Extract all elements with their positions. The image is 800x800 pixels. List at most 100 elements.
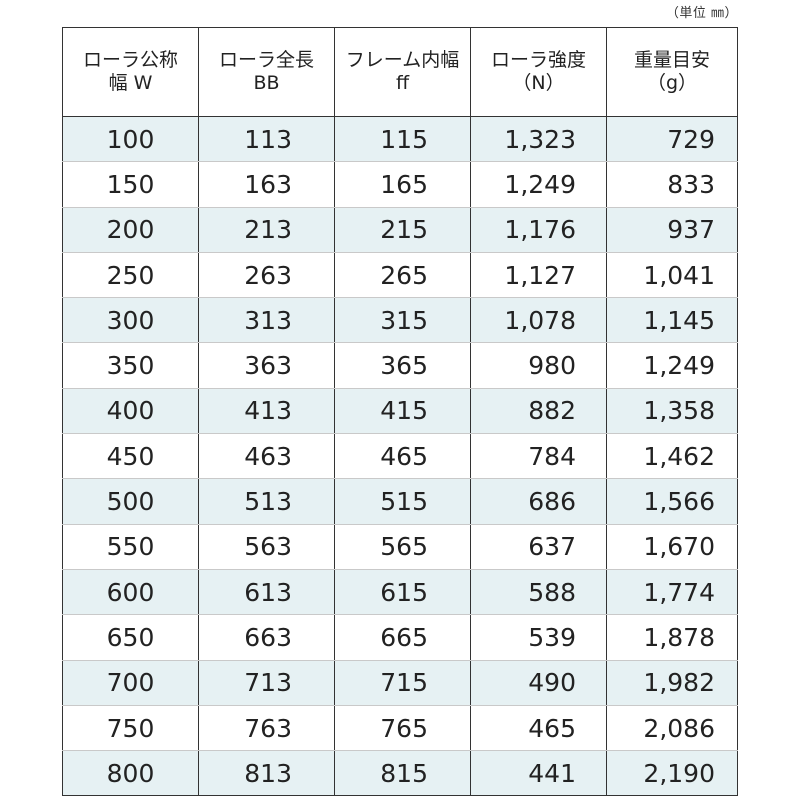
weight-cell: 1,566 (606, 478, 738, 525)
table-row: 700 713 715 490 1,982 (62, 660, 738, 706)
table-row: 200 213 215 1,176 937 (62, 207, 738, 253)
roller-strength-cell: 980 (470, 342, 607, 389)
weight-cell: 1,358 (606, 388, 738, 435)
frame-inner-width-cell: 465 (334, 433, 471, 480)
weight-cell: 937 (606, 207, 738, 253)
header-weight: 重量目安 （g） (606, 27, 738, 117)
frame-inner-width-cell: 115 (334, 116, 471, 163)
table-row: 100 113 115 1,323 729 (62, 116, 738, 163)
weight-cell: 1,878 (606, 614, 738, 661)
weight-cell: 1,145 (606, 297, 738, 344)
roller-strength-cell: 490 (470, 660, 607, 706)
roller-length-cell: 163 (198, 161, 335, 208)
roller-strength-cell: 784 (470, 433, 607, 480)
roller-length-cell: 563 (198, 524, 335, 570)
header-roller-strength-line1: ローラ強度 (490, 49, 586, 71)
table-row: 350 363 365 980 1,249 (62, 342, 738, 389)
roller-length-cell: 663 (198, 614, 335, 661)
frame-inner-width-cell: 815 (334, 750, 471, 796)
nominal-width-cell: 600 (62, 569, 199, 616)
roller-strength-cell: 465 (470, 705, 607, 752)
header-nominal-width: ローラ公称 幅 W (62, 27, 199, 117)
frame-inner-width-cell: 665 (334, 614, 471, 661)
frame-inner-width-cell: 365 (334, 342, 471, 389)
table-row: 250 263 265 1,127 1,041 (62, 252, 738, 299)
weight-cell: 2,086 (606, 705, 738, 752)
roller-length-cell: 813 (198, 750, 335, 796)
unit-note: （単位 ㎜） (665, 6, 738, 21)
header-row: ローラ公称 幅 W ローラ全長 BB フレーム内幅 ff ローラ強度 （N） 重… (62, 27, 738, 117)
roller-strength-cell: 1,249 (470, 161, 607, 208)
nominal-width-cell: 300 (62, 297, 199, 344)
nominal-width-cell: 450 (62, 433, 199, 480)
frame-inner-width-cell: 415 (334, 388, 471, 435)
table-row: 450 463 465 784 1,462 (62, 433, 738, 480)
table-row: 150 163 165 1,249 833 (62, 161, 738, 208)
roller-strength-cell: 686 (470, 478, 607, 525)
weight-cell: 833 (606, 161, 738, 208)
roller-length-cell: 763 (198, 705, 335, 752)
roller-length-cell: 363 (198, 342, 335, 389)
header-roller-strength-line2: （N） (512, 72, 565, 94)
nominal-width-cell: 650 (62, 614, 199, 661)
roller-spec-table: ローラ公称 幅 W ローラ全長 BB フレーム内幅 ff ローラ強度 （N） 重… (62, 27, 738, 797)
frame-inner-width-cell: 615 (334, 569, 471, 616)
weight-cell: 729 (606, 116, 738, 163)
frame-inner-width-cell: 315 (334, 297, 471, 344)
table-row: 750 763 765 465 2,086 (62, 705, 738, 752)
frame-inner-width-cell: 515 (334, 478, 471, 525)
header-roller-length-line2: BB (253, 72, 280, 94)
roller-strength-cell: 1,127 (470, 252, 607, 299)
header-roller-strength: ローラ強度 （N） (470, 27, 607, 117)
roller-length-cell: 113 (198, 116, 335, 163)
table-row: 400 413 415 882 1,358 (62, 388, 738, 435)
header-weight-line1: 重量目安 (633, 49, 710, 71)
roller-strength-cell: 539 (470, 614, 607, 661)
header-weight-line2: （g） (646, 72, 698, 94)
header-frame-inner-width: フレーム内幅 ff (334, 27, 471, 117)
roller-strength-cell: 637 (470, 524, 607, 570)
nominal-width-cell: 500 (62, 478, 199, 525)
roller-strength-cell: 1,078 (470, 297, 607, 344)
table-row: 550 563 565 637 1,670 (62, 524, 738, 570)
nominal-width-cell: 100 (62, 116, 199, 163)
table-row: 500 513 515 686 1,566 (62, 478, 738, 525)
nominal-width-cell: 750 (62, 705, 199, 752)
table-row: 600 613 615 588 1,774 (62, 569, 738, 616)
table-row: 650 663 665 539 1,878 (62, 614, 738, 661)
header-roller-length: ローラ全長 BB (198, 27, 335, 117)
roller-strength-cell: 588 (470, 569, 607, 616)
weight-cell: 1,982 (606, 660, 738, 706)
header-roller-length-line1: ローラ全長 (218, 49, 314, 71)
roller-length-cell: 513 (198, 478, 335, 525)
nominal-width-cell: 350 (62, 342, 199, 389)
header-nominal-width-line2: 幅 W (108, 72, 153, 94)
weight-cell: 1,774 (606, 569, 738, 616)
table-row: 300 313 315 1,078 1,145 (62, 297, 738, 344)
nominal-width-cell: 250 (62, 252, 199, 299)
header-nominal-width-line1: ローラ公称 (82, 49, 178, 71)
frame-inner-width-cell: 265 (334, 252, 471, 299)
roller-strength-cell: 441 (470, 750, 607, 796)
weight-cell: 1,462 (606, 433, 738, 480)
frame-inner-width-cell: 215 (334, 207, 471, 253)
frame-inner-width-cell: 765 (334, 705, 471, 752)
header-frame-inner-width-line2: ff (395, 72, 410, 94)
nominal-width-cell: 800 (62, 750, 199, 796)
table-body: 100 113 115 1,323 729 150 163 165 1,249 833 200 213… (62, 116, 738, 796)
nominal-width-cell: 700 (62, 660, 199, 706)
table-header: ローラ公称 幅 W ローラ全長 BB フレーム内幅 ff ローラ強度 （N） 重… (62, 27, 738, 117)
roller-length-cell: 413 (198, 388, 335, 435)
frame-inner-width-cell: 565 (334, 524, 471, 570)
frame-inner-width-cell: 165 (334, 161, 471, 208)
weight-cell: 1,249 (606, 342, 738, 389)
frame-inner-width-cell: 715 (334, 660, 471, 706)
roller-length-cell: 463 (198, 433, 335, 480)
header-frame-inner-width-line1: フレーム内幅 (345, 49, 460, 71)
weight-cell: 1,670 (606, 524, 738, 570)
roller-strength-cell: 1,176 (470, 207, 607, 253)
roller-length-cell: 263 (198, 252, 335, 299)
weight-cell: 1,041 (606, 252, 738, 299)
nominal-width-cell: 150 (62, 161, 199, 208)
roller-length-cell: 313 (198, 297, 335, 344)
